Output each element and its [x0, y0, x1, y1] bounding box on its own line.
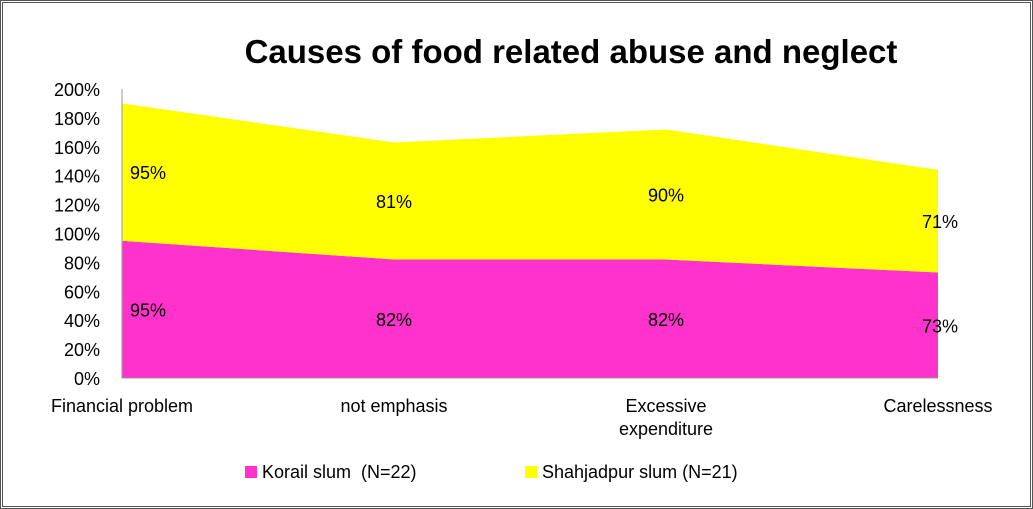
data-label: 82%: [648, 310, 684, 330]
x-tick-label: not emphasis: [340, 396, 447, 416]
y-tick-label: 120%: [54, 196, 100, 216]
legend-item: Korail slum (N=22): [245, 462, 417, 482]
y-tick-label: 60%: [64, 282, 100, 302]
data-label: 82%: [376, 310, 412, 330]
data-label: 95%: [130, 163, 166, 183]
area-series-1: [122, 240, 938, 378]
area-series-2: [122, 103, 938, 273]
data-label: 73%: [922, 316, 958, 336]
y-tick-label: 140%: [54, 167, 100, 187]
legend-swatch: [245, 466, 257, 478]
legend-item: Shahjadpur slum (N=21): [525, 462, 738, 482]
x-tick-label: Excessive expenditure: [619, 396, 713, 439]
x-tick-label: Carelessness: [883, 396, 992, 416]
legend-swatch: [525, 466, 537, 478]
data-label: 81%: [376, 192, 412, 212]
y-tick-label: 20%: [64, 340, 100, 360]
stacked-area-chart: Causes of food related abuse and neglect…: [51, 33, 993, 482]
y-tick-label: 80%: [64, 253, 100, 273]
legend-label: Korail slum (N=22): [262, 462, 417, 482]
y-tick-label: 100%: [54, 225, 100, 245]
data-label: 90%: [648, 185, 684, 205]
y-tick-label: 160%: [54, 138, 100, 158]
chart-title: Causes of food related abuse and neglect: [245, 33, 898, 70]
data-label: 71%: [922, 212, 958, 232]
y-tick-label: 0%: [74, 369, 100, 389]
y-tick-label: 200%: [54, 80, 100, 100]
data-label: 95%: [130, 300, 166, 320]
x-tick-label: Financial problem: [51, 396, 193, 416]
y-tick-label: 40%: [64, 311, 100, 331]
y-tick-label: 180%: [54, 109, 100, 129]
legend-label: Shahjadpur slum (N=21): [542, 462, 738, 482]
